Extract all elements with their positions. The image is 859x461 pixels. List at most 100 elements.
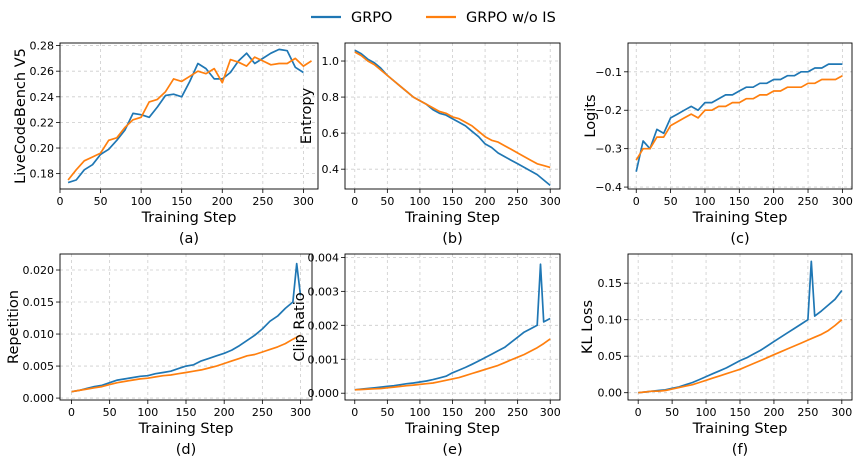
x-tick-label-e-5: 250: [507, 406, 528, 419]
y-tick-label-c-2: −0.2: [595, 104, 622, 117]
x-tick-label-f-4: 200: [763, 406, 784, 419]
y-tick-label-f-3: 0.15: [598, 277, 623, 290]
y-tick-label-d-4: 0.020: [23, 264, 55, 277]
x-axis-label-a: Training Step: [141, 210, 237, 226]
x-tick-label-f-6: 300: [831, 406, 852, 419]
y-tick-label-d-1: 0.005: [23, 360, 55, 373]
x-tick-label-a-2: 100: [131, 195, 152, 208]
x-tick-label-a-3: 150: [171, 195, 192, 208]
x-tick-label-e-0: 0: [351, 406, 358, 419]
series-line-b-grpo-wo-is: [354, 51, 551, 169]
x-tick-label-c-0: 0: [633, 195, 640, 208]
series-line-a-grpo: [67, 48, 304, 184]
panel-label-c: (c): [730, 231, 749, 247]
series-line-c-grpo-wo-is: [635, 74, 843, 161]
y-tick-label-f-2: 0.10: [598, 314, 623, 327]
x-axis-label-c: Training Step: [692, 210, 788, 226]
series-line-c-grpo: [635, 63, 843, 172]
x-tick-label-c-2: 100: [694, 195, 715, 208]
axes-frame-a: [59, 42, 319, 190]
y-tick-label-b-3: 1.0: [322, 55, 340, 68]
x-tick-label-a-5: 250: [252, 195, 273, 208]
x-tick-label-e-3: 150: [442, 406, 463, 419]
x-tick-label-a-0: 0: [57, 195, 64, 208]
legend-label-grpo-wo-is: GRPO w/o IS: [466, 10, 556, 26]
y-tick-label-b-2: 0.8: [322, 91, 340, 104]
x-tick-label-d-5: 250: [252, 406, 273, 419]
x-tick-label-b-5: 250: [507, 195, 528, 208]
y-axis-label-e: Clip Ratio: [292, 292, 308, 361]
x-tick-label-b-4: 200: [475, 195, 496, 208]
x-axis-label-e: Training Step: [404, 421, 500, 437]
panel-label-d: (d): [176, 442, 197, 458]
y-tick-label-c-3: −0.1: [595, 66, 622, 79]
x-tick-label-c-6: 300: [832, 195, 853, 208]
x-tick-label-b-6: 300: [540, 195, 561, 208]
x-tick-label-c-1: 50: [664, 195, 678, 208]
x-tick-label-f-5: 250: [797, 406, 818, 419]
y-tick-label-c-0: −0.4: [595, 181, 622, 194]
y-tick-label-d-2: 0.010: [23, 328, 55, 341]
y-tick-label-e-1: 0.001: [308, 353, 340, 366]
panel-label-e: (e): [442, 442, 462, 458]
x-tick-label-b-3: 150: [442, 195, 463, 208]
chart-panel-e: 0 50 100 150 200 250 300 0.000 0.001 0.002 0.003 0.…: [292, 251, 561, 458]
x-tick-label-a-4: 200: [212, 195, 233, 208]
x-tick-label-e-2: 100: [409, 406, 430, 419]
x-tick-label-f-3: 150: [730, 406, 751, 419]
chart-panel-c: 0 50 100 150 200 250 300 −0.4 −0.3 −0.2 −0.1 Traini…: [583, 42, 853, 247]
y-tick-label-f-1: 0.05: [598, 350, 623, 363]
chart-panel-a: 0 50 100 150 200 250 300 0.18 0.20 0.22 0.24 0.26 0.…: [13, 40, 319, 247]
x-tick-label-c-4: 200: [763, 195, 784, 208]
x-tick-label-e-4: 200: [475, 406, 496, 419]
x-tick-label-b-0: 0: [351, 195, 358, 208]
series-line-d-grpo: [71, 262, 302, 393]
x-tick-label-d-3: 150: [176, 406, 197, 419]
x-tick-label-a-6: 300: [293, 195, 314, 208]
x-tick-label-c-3: 150: [729, 195, 750, 208]
y-tick-label-a-4: 0.26: [30, 65, 55, 78]
x-tick-label-d-1: 50: [103, 406, 117, 419]
y-tick-label-e-2: 0.002: [308, 319, 340, 332]
y-tick-label-a-0: 0.18: [30, 168, 55, 181]
panel-label-a: (a): [179, 231, 199, 247]
y-tick-label-e-4: 0.004: [308, 251, 340, 264]
legend: GRPO GRPO w/o IS: [311, 10, 556, 26]
x-axis-label-b: Training Step: [404, 210, 500, 226]
y-axis-label-b: Entropy: [299, 87, 315, 144]
x-tick-label-d-6: 300: [290, 406, 311, 419]
y-tick-label-d-0: 0.000: [23, 392, 55, 405]
panel-label-b: (b): [442, 231, 463, 247]
legend-label-grpo: GRPO: [351, 10, 392, 26]
y-axis-label-c: Logits: [583, 94, 599, 137]
panel-label-f: (f): [732, 442, 748, 458]
x-axis-label-f: Training Step: [692, 421, 788, 437]
chart-panel-d: 0 50 100 150 200 250 300 0.000 0.005 0.010 0.015 0.…: [6, 253, 313, 458]
x-tick-label-e-1: 50: [380, 406, 394, 419]
y-tick-label-e-3: 0.003: [308, 285, 340, 298]
y-tick-label-a-3: 0.24: [30, 91, 55, 104]
series-line-f-grpo-wo-is: [638, 319, 843, 394]
chart-panel-b: 0 50 100 150 200 250 300 0.4 0.6 0.8 1.0 Training S…: [299, 42, 561, 247]
y-tick-label-d-3: 0.015: [23, 296, 55, 309]
y-tick-label-a-5: 0.28: [30, 40, 55, 53]
x-tick-label-f-1: 50: [665, 406, 679, 419]
series-line-e-grpo-wo-is: [354, 338, 551, 391]
y-tick-label-b-0: 0.4: [322, 163, 340, 176]
x-axis-label-d: Training Step: [138, 421, 234, 437]
x-tick-label-b-2: 100: [409, 195, 430, 208]
y-axis-label-a: LiveCodeBench V5: [13, 48, 29, 184]
axes-frame-c: [627, 42, 853, 190]
x-tick-label-d-0: 0: [68, 406, 75, 419]
x-tick-label-d-2: 100: [137, 406, 158, 419]
y-axis-label-d: Repetition: [6, 290, 22, 364]
x-tick-label-b-1: 50: [380, 195, 394, 208]
x-tick-label-d-4: 200: [214, 406, 235, 419]
y-tick-label-f-0: 0.00: [598, 387, 623, 400]
x-tick-label-f-0: 0: [635, 406, 642, 419]
x-tick-label-f-2: 100: [696, 406, 717, 419]
x-tick-label-e-6: 300: [540, 406, 561, 419]
y-tick-label-b-1: 0.6: [322, 127, 340, 140]
y-tick-label-e-0: 0.000: [308, 387, 340, 400]
